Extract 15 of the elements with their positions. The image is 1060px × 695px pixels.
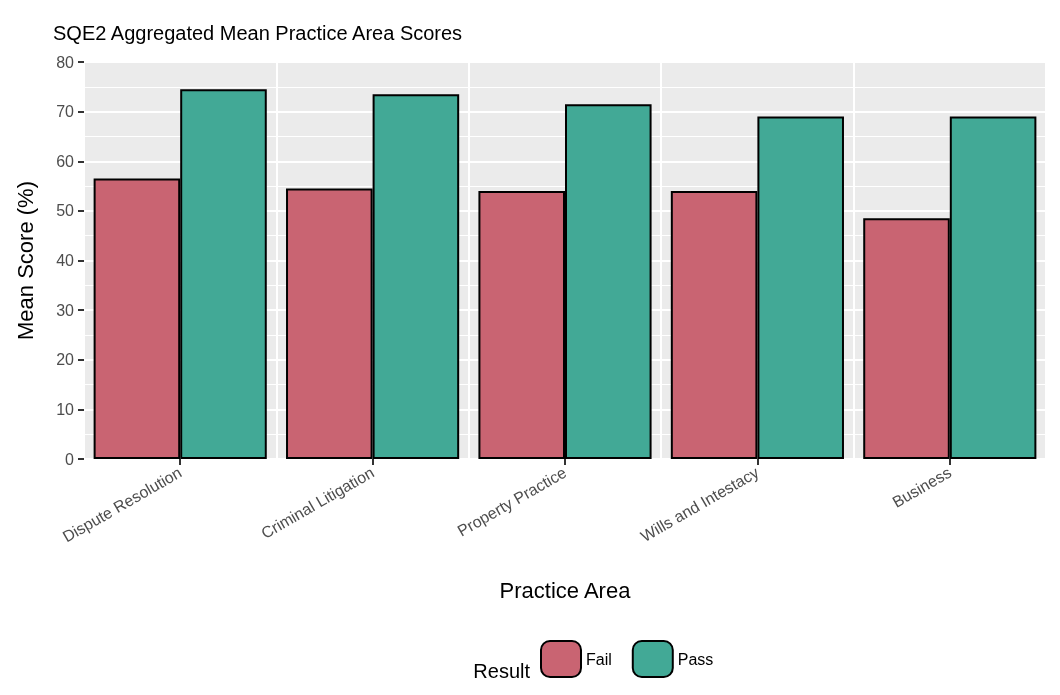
- chart-title: SQE2 Aggregated Mean Practice Area Scores: [53, 22, 463, 44]
- y-tick-label: 0: [65, 450, 75, 468]
- y-tick-label: 80: [56, 53, 75, 71]
- y-tick-label: 20: [56, 351, 75, 369]
- y-tick-label: 40: [56, 252, 75, 269]
- y-tick-label: 10: [56, 400, 75, 418]
- y-tick-label: 60: [56, 152, 75, 170]
- y-tick-label: 70: [56, 103, 75, 121]
- x-axis-title: Practice Area: [499, 577, 632, 603]
- y-tick-label: 30: [56, 301, 75, 319]
- legend-label: Fail: [586, 650, 612, 668]
- legend-label: Pass: [677, 650, 714, 668]
- legend-title: Result: [473, 660, 531, 682]
- y-tick-label: 50: [56, 202, 75, 220]
- y-axis-title: Mean Score (%): [12, 181, 38, 340]
